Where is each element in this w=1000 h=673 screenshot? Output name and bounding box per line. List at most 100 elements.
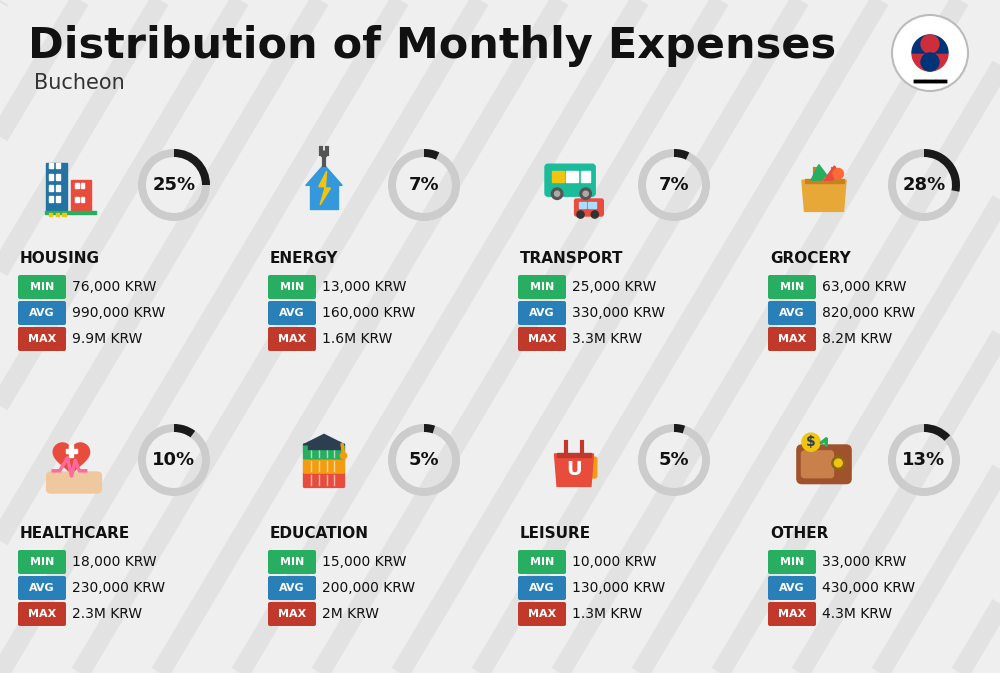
Text: OTHER: OTHER — [770, 526, 828, 541]
Text: 13,000 KRW: 13,000 KRW — [322, 280, 406, 294]
Text: 18,000 KRW: 18,000 KRW — [72, 555, 157, 569]
Text: HOUSING: HOUSING — [20, 251, 100, 266]
Circle shape — [892, 15, 968, 91]
FancyBboxPatch shape — [518, 602, 566, 626]
Bar — [308, 442, 340, 449]
Text: U: U — [566, 460, 582, 479]
Polygon shape — [811, 165, 827, 180]
Circle shape — [832, 456, 845, 470]
FancyBboxPatch shape — [518, 301, 566, 325]
Polygon shape — [824, 166, 840, 180]
Text: AVG: AVG — [779, 583, 805, 593]
Text: MAX: MAX — [528, 334, 556, 344]
Text: 2.3M KRW: 2.3M KRW — [72, 607, 142, 621]
Bar — [579, 202, 586, 208]
Bar — [310, 184, 338, 209]
Text: Distribution of Monthly Expenses: Distribution of Monthly Expenses — [28, 25, 836, 67]
Text: MIN: MIN — [30, 282, 54, 292]
Polygon shape — [53, 443, 90, 476]
Text: MIN: MIN — [280, 282, 304, 292]
Text: 10,000 KRW: 10,000 KRW — [572, 555, 656, 569]
Polygon shape — [912, 53, 948, 71]
Polygon shape — [554, 454, 594, 487]
Text: AVG: AVG — [279, 583, 305, 593]
Text: MAX: MAX — [778, 609, 806, 619]
Bar — [69, 445, 73, 456]
Wedge shape — [924, 149, 960, 192]
Text: MAX: MAX — [28, 334, 56, 344]
FancyBboxPatch shape — [768, 576, 816, 600]
Circle shape — [591, 211, 598, 218]
Wedge shape — [638, 424, 710, 496]
Circle shape — [321, 151, 327, 157]
Circle shape — [833, 168, 844, 179]
FancyBboxPatch shape — [802, 451, 834, 478]
Text: 4.3M KRW: 4.3M KRW — [822, 607, 892, 621]
Wedge shape — [424, 149, 439, 160]
Text: 15,000 KRW: 15,000 KRW — [322, 555, 406, 569]
Polygon shape — [802, 180, 846, 211]
Polygon shape — [319, 171, 330, 205]
Bar — [56, 213, 59, 216]
Text: 7%: 7% — [409, 176, 439, 194]
Text: MAX: MAX — [278, 609, 306, 619]
Text: 5%: 5% — [409, 451, 439, 469]
Wedge shape — [388, 149, 460, 221]
Text: AVG: AVG — [29, 308, 55, 318]
Text: 63,000 KRW: 63,000 KRW — [822, 280, 906, 294]
Bar — [49, 197, 53, 202]
Bar — [49, 163, 53, 168]
Text: AVG: AVG — [529, 308, 555, 318]
FancyBboxPatch shape — [18, 327, 66, 351]
Bar — [566, 171, 578, 182]
Text: 25%: 25% — [152, 176, 196, 194]
FancyBboxPatch shape — [518, 576, 566, 600]
Bar — [49, 174, 53, 180]
Text: MAX: MAX — [28, 609, 56, 619]
Text: ENERGY: ENERGY — [270, 251, 338, 266]
Text: 230,000 KRW: 230,000 KRW — [72, 581, 165, 595]
Bar — [56, 197, 60, 202]
Text: 13%: 13% — [902, 451, 946, 469]
Bar — [75, 183, 79, 188]
Wedge shape — [174, 149, 210, 185]
FancyBboxPatch shape — [304, 458, 344, 473]
Text: EDUCATION: EDUCATION — [270, 526, 369, 541]
Bar — [49, 213, 52, 216]
FancyBboxPatch shape — [768, 550, 816, 574]
Text: MIN: MIN — [780, 282, 804, 292]
Wedge shape — [424, 424, 435, 433]
Polygon shape — [303, 434, 345, 445]
FancyBboxPatch shape — [268, 602, 316, 626]
Text: 5%: 5% — [659, 451, 689, 469]
FancyBboxPatch shape — [518, 275, 566, 299]
Bar — [66, 449, 77, 454]
Text: 9.9M KRW: 9.9M KRW — [72, 332, 142, 346]
Bar — [45, 211, 96, 214]
Text: 25,000 KRW: 25,000 KRW — [572, 280, 656, 294]
Text: MIN: MIN — [530, 557, 554, 567]
Text: MAX: MAX — [528, 609, 556, 619]
Bar — [81, 183, 84, 188]
Text: MAX: MAX — [778, 334, 806, 344]
FancyBboxPatch shape — [268, 550, 316, 574]
Text: AVG: AVG — [779, 308, 805, 318]
Wedge shape — [674, 149, 689, 160]
Circle shape — [340, 453, 347, 459]
Text: LEISURE: LEISURE — [520, 526, 591, 541]
Circle shape — [802, 433, 820, 452]
Circle shape — [577, 211, 584, 218]
Text: Bucheon: Bucheon — [34, 73, 125, 93]
Text: 3.3M KRW: 3.3M KRW — [572, 332, 642, 346]
Bar — [56, 163, 60, 168]
Polygon shape — [306, 165, 342, 185]
Bar — [46, 163, 67, 213]
Bar — [56, 174, 60, 180]
FancyBboxPatch shape — [268, 275, 316, 299]
Text: $: $ — [806, 435, 816, 449]
Wedge shape — [138, 424, 210, 496]
Wedge shape — [388, 424, 460, 496]
FancyBboxPatch shape — [768, 301, 816, 325]
Polygon shape — [912, 35, 948, 53]
FancyBboxPatch shape — [47, 472, 101, 493]
